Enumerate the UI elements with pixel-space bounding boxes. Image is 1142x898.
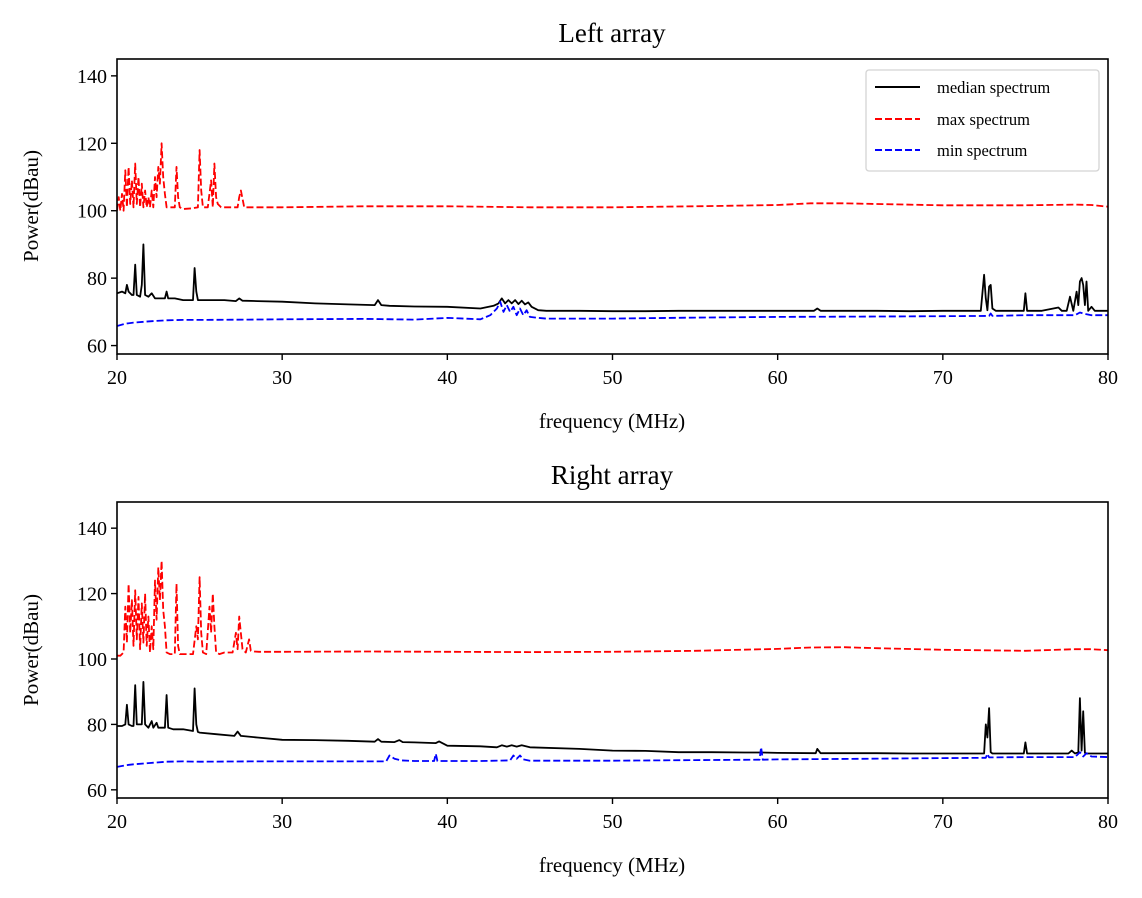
x-tick-label: 20 [107,367,127,389]
x-tick-label: 40 [437,811,457,833]
x-tick-label: 50 [603,811,623,833]
y-tick-label: 120 [77,133,107,155]
series-line-min-spectrum [117,300,1108,327]
series-line-min-spectrum [117,746,1108,768]
subplot-right-array: Right array 20 30 40 50 60 70 806080100120140 … [19,460,1118,877]
y-tick-label: 80 [87,714,107,736]
y-axis-label: Power(dBau) [19,594,43,706]
x-tick-label: 70 [933,367,953,389]
x-tick-label: 20 [107,811,127,833]
chart-title: Right array [551,460,674,490]
legend-label-min: min spectrum [937,141,1027,160]
axes-layer: 20 30 40 50 60 70 80 60 80 100 120 140 [77,58,1118,389]
series-line-max-spectrum [117,560,1108,657]
series-line-median-spectrum [117,681,1108,755]
x-tick-label: 30 [272,811,292,833]
y-tick-label: 120 [77,584,107,606]
legend-box [865,69,1100,172]
legend-label-max: max spectrum [937,110,1030,129]
x-tick-label: 80 [1098,811,1118,833]
y-tick-label: 60 [87,780,107,802]
series-line-median-spectrum [117,243,1108,313]
x-tick-label: 30 [272,367,292,389]
y-tick-label: 140 [77,66,107,88]
legend: median spectrum max spectrum min spectru… [865,69,1100,172]
series-layer [117,560,1108,768]
series-layer [117,142,1108,327]
y-tick-label: 100 [77,201,107,223]
x-tick-label: 60 [768,367,788,389]
x-tick-label: 60 [768,811,788,833]
series-line-max-spectrum [117,142,1108,212]
y-tick-label: 60 [87,336,107,358]
y-axis-label: Power(dBau) [19,150,43,262]
y-tick-label: 100 [77,649,107,671]
x-axis-label: frequency (MHz) [539,853,685,877]
x-tick-label: 50 [603,367,623,389]
y-tick-label: 80 [87,268,107,290]
x-tick-label: 70 [933,811,953,833]
x-tick-label: 40 [437,367,457,389]
x-axis-label: frequency (MHz) [539,409,685,433]
subplot-left-array: Left array 20 30 40 50 60 70 80 60 80 100 120 140 f… [19,18,1118,433]
chart-title: Left array [558,18,666,48]
legend-label-median: median spectrum [937,78,1050,97]
x-tick-label: 80 [1098,367,1118,389]
axes-layer: 20 30 40 50 60 70 80 60 80 100 120 140 [77,501,1118,833]
y-tick-label: 140 [77,518,107,540]
